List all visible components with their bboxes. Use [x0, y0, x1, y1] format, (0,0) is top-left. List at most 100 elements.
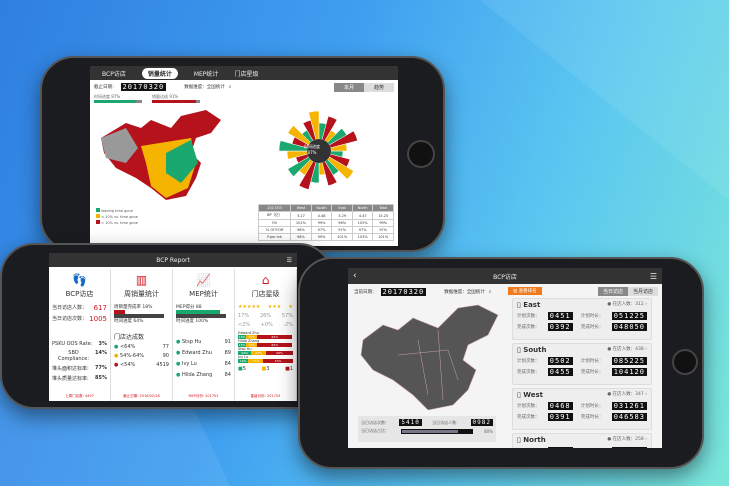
top-screen: BCP访店 销量统计 MEP统计 门店星级 截止日期： 20170320 数据维…	[90, 66, 398, 246]
table-header: East	[331, 204, 353, 212]
report-column[interactable]: ▥ 周销量统计 周销量完成率 18% 时间进度 64% 门店达成数 ● <64% 77 ● 5…	[111, 269, 173, 401]
list-item: ● Hilda Zhang 84	[176, 372, 231, 378]
table-cell: P.per.Ink	[257, 233, 292, 241]
column-title: MEP统计	[189, 290, 218, 298]
table-header: West	[290, 204, 312, 212]
radial-sales-chart	[278, 110, 358, 190]
table-cell: % Of P.Off	[257, 226, 292, 234]
table-cell: 4.47	[351, 211, 374, 220]
left-screen: BCP Report ☰ 👣 BCP访店 当日访店人数： 617 当日访店次数： 1005…	[49, 253, 297, 401]
table-row: P.per.Ink 98% 99% 101% 103% 101%	[257, 233, 394, 241]
column-title: 门店星级	[251, 290, 280, 298]
tab-bar: BCP访店 销量统计 MEP统计 门店星级	[90, 66, 398, 80]
back-icon[interactable]: ‹	[353, 271, 357, 281]
toggle-trend[interactable]: 趋势	[363, 83, 394, 92]
radar-center	[307, 139, 331, 163]
list-item: ● Ivy Lu 84	[176, 361, 231, 367]
table-cell: 3.27	[290, 211, 312, 220]
date-label: 当前日期：	[354, 290, 377, 295]
table-cell: 97%	[351, 226, 374, 234]
date-value[interactable]: 20170320	[380, 288, 427, 296]
table-cell: 97%	[310, 226, 333, 234]
table-cell: 3.29	[331, 211, 353, 220]
region-cards: ▯ East ● 在店人数：312 › 计划次数： 0451 计划时长： 051225 …	[512, 298, 652, 448]
table-row: BP（亿） 3.27 4.48 3.29 4.47 15.25	[257, 211, 394, 220]
toggle-today[interactable]: 当日访店	[597, 287, 628, 296]
table-header: Total	[372, 204, 394, 212]
column-title: 周销量统计	[124, 290, 159, 298]
right-screen: ‹ BCP访店 ☰ 当前日期： 20170320 数据维度：全国统计 ⌕ 当日访…	[348, 268, 662, 448]
region-card[interactable]: ▯ South ● 在店人数：438 › 计划次数： 0502 计划时长： 085225…	[512, 343, 652, 385]
table-cell: 101%	[290, 219, 312, 227]
region-card[interactable]: ▯ West ● 在店人数：347 › 计划次数： 0468 计划时长： 031261 …	[512, 388, 652, 430]
column-footer: 截止日期: 2016/02/18	[123, 394, 160, 398]
ranking-button[interactable]: ▥ 查看排名	[508, 287, 542, 295]
column-icon: ⌂	[261, 273, 270, 287]
list-item: ● Edward Zhu 89	[176, 350, 231, 356]
table-cell: 99%	[310, 233, 333, 241]
dimension-label[interactable]: 数据维度：全国统计	[184, 85, 225, 90]
tab-mep[interactable]: MEP统计	[193, 70, 219, 78]
table-cell: 103%	[351, 233, 374, 241]
home-button[interactable]	[672, 349, 698, 375]
table-header: 2017/03	[257, 204, 292, 212]
list-item: ● <64% 77	[114, 344, 169, 350]
star-bar: 24% 27% 49%	[238, 351, 293, 355]
tab-sales[interactable]: 销量统计	[141, 67, 178, 79]
time-progress: 时间进度 87%	[94, 94, 142, 103]
china-visit-map	[360, 304, 499, 410]
table-cell: 103%	[351, 219, 374, 227]
sales-table: 2017/03 West South East North Total BP（亿） 3.27 4…	[257, 204, 394, 241]
tab-stars[interactable]: 门店星级	[234, 70, 259, 78]
sales-progress: 销量达成 91%	[152, 94, 200, 103]
report-column[interactable]: ⌂ 门店星级 ★★★★★ ★★★ ★ 17% 26% 57% <2% +0% -2% Edward Z…	[235, 269, 297, 401]
list-item: ● Stsp Hu 91	[176, 339, 231, 345]
table-row: Fill 101% 99% 96% 103% 99%	[257, 219, 394, 227]
column-icon: ▥	[135, 273, 148, 287]
column-title: BCP访店	[65, 290, 94, 298]
menu-icon[interactable]: ☰	[286, 256, 292, 264]
date-label: 截止日期：	[94, 85, 117, 90]
report-title: BCP Report	[156, 256, 190, 264]
report-column[interactable]: 📈 MEP统计 MEP得分 88 时间进度 100% ● Stsp Hu 91 ● Edwa…	[173, 269, 235, 401]
visit-title: BCP访店	[493, 273, 517, 281]
home-button[interactable]	[407, 140, 435, 168]
report-title-bar: BCP Report ☰	[49, 253, 297, 267]
table-cell: 99%	[372, 219, 394, 227]
table-cell: 99%	[310, 219, 333, 227]
search-icon[interactable]: ⌕	[228, 85, 232, 90]
table-cell: 101%	[372, 233, 394, 241]
column-footer: MEP月份: 201702	[188, 394, 219, 398]
toggle-month[interactable]: 本月	[333, 83, 364, 92]
column-icon: 📈	[196, 273, 211, 287]
table-row: % Of P.Off 98% 97% 97% 97% 97%	[257, 226, 394, 234]
table-cell: Fill	[257, 219, 292, 227]
menu-icon[interactable]: ☰	[649, 271, 657, 281]
star-bar: 15% 20% 64%	[238, 335, 293, 339]
date-value[interactable]: 20170320	[120, 83, 167, 91]
list-item: ● <54% 4519	[114, 362, 169, 368]
table-cell: 97%	[372, 226, 394, 234]
table-cell: 4.48	[310, 211, 333, 220]
left-phone: BCP Report ☰ 👣 BCP访店 当日访店人数： 617 当日访店次数： 1005…	[0, 243, 333, 409]
map-legend: leading time gone < 10% vs. time gone > …	[96, 208, 138, 226]
dimension-label[interactable]: 数据维度：全国统计	[444, 290, 485, 295]
report-column[interactable]: 👣 BCP访店 当日访店人数： 617 当日访店次数： 1005 PSKU OOS Rate…	[49, 269, 111, 401]
region-card[interactable]: ▯ East ● 在店人数：312 › 计划次数： 0451 计划时长： 051225 …	[512, 298, 652, 340]
right-phone: ‹ BCP访店 ☰ 当前日期： 20170320 数据维度：全国统计 ⌕ 当日访…	[298, 257, 704, 469]
tab-bcp[interactable]: BCP访店	[102, 70, 126, 78]
table-cell: BP（亿）	[257, 211, 292, 220]
star-bar: 15% 20% 64%	[238, 343, 293, 347]
table-cell: 97%	[331, 226, 353, 234]
table-header: South	[310, 204, 333, 212]
table-cell: 101%	[331, 233, 353, 241]
table-cell: 15.25	[372, 211, 394, 220]
column-icon: 👣	[72, 273, 87, 287]
search-icon[interactable]: ⌕	[488, 290, 492, 295]
table-cell: 96%	[331, 219, 353, 227]
column-footer: 上周门店数: 4497	[65, 394, 94, 398]
region-card[interactable]: ▯ North● 在店人数：258 › 计划次数：0273计划时长：025221…	[512, 433, 652, 448]
toggle-month[interactable]: 当月访店	[627, 287, 658, 296]
radar-segment	[330, 143, 348, 152]
column-footer: 星级月份: 201703	[250, 394, 281, 398]
